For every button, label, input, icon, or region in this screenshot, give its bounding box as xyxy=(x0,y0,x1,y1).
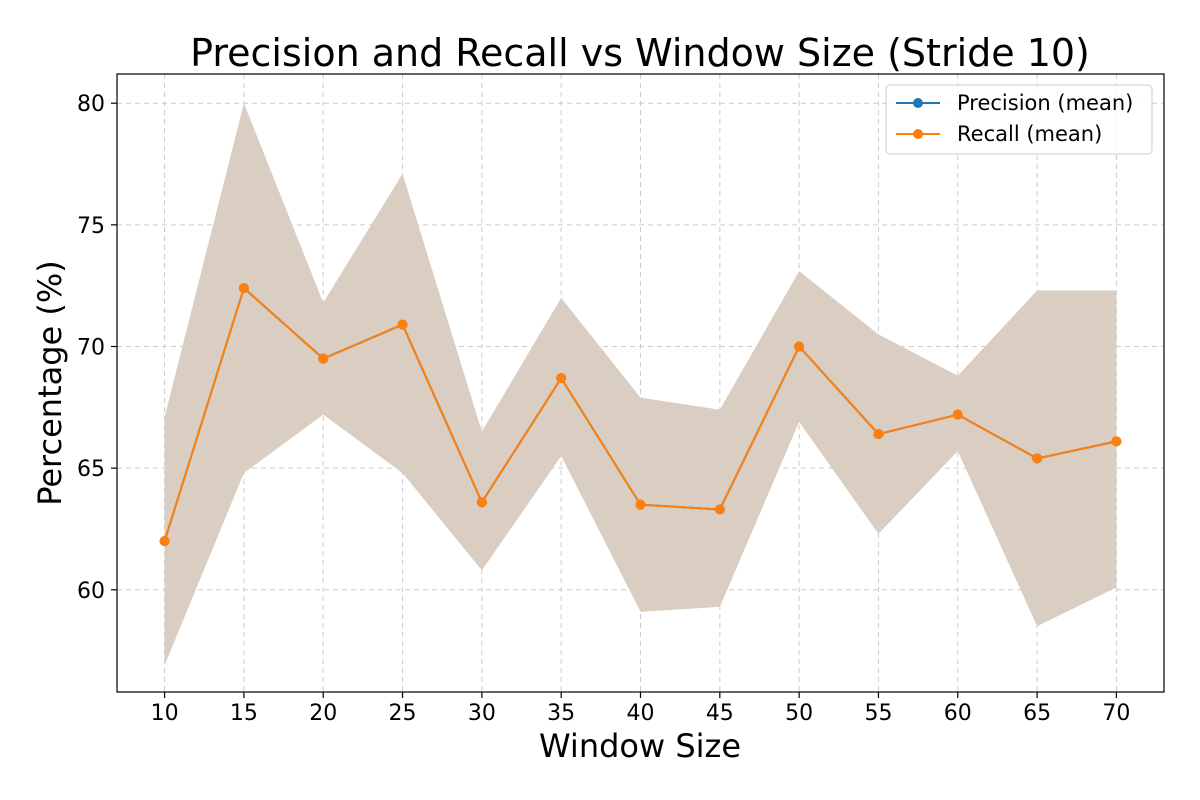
recall-point xyxy=(635,499,646,510)
series-lines xyxy=(159,283,1122,547)
x-tick-label: 50 xyxy=(785,701,813,726)
x-tick-label: 45 xyxy=(706,701,734,726)
x-tick-label: 30 xyxy=(468,701,496,726)
x-tick-label: 65 xyxy=(1023,701,1051,726)
legend: Precision (mean) Recall (mean) xyxy=(885,84,1153,155)
x-tick-label: 55 xyxy=(864,701,892,726)
recall-point xyxy=(873,429,884,440)
recall-point xyxy=(1032,453,1043,464)
recall-point xyxy=(159,536,170,547)
y-tick-label: 65 xyxy=(77,457,105,482)
recall-point xyxy=(952,409,963,420)
recall-point xyxy=(318,353,329,364)
x-axis-title: Window Size xyxy=(539,727,741,765)
x-tick-label: 10 xyxy=(151,701,179,726)
recall-point xyxy=(794,341,805,352)
x-tick-label: 60 xyxy=(944,701,972,726)
recall-point xyxy=(556,373,567,384)
legend-recall-label: Recall (mean) xyxy=(957,122,1102,146)
plot-frame xyxy=(116,73,1165,693)
legend-precision-label: Precision (mean) xyxy=(957,91,1133,115)
recall-point xyxy=(238,283,249,294)
axis-ticks: 10 15 20 25 30 35 40 45 50 55 60 65 70 60 65 70 75 80 xyxy=(77,92,1130,726)
y-tick-label: 60 xyxy=(77,579,105,604)
std-band xyxy=(164,103,1117,666)
recall-point xyxy=(476,497,487,508)
legend-precision-marker xyxy=(913,98,923,108)
x-tick-label: 35 xyxy=(547,701,575,726)
recall-point xyxy=(1111,436,1122,447)
recall-point xyxy=(397,319,408,330)
recall-point xyxy=(714,504,725,515)
legend-box xyxy=(885,84,1153,155)
chart-title: Precision and Recall vs Window Size (Str… xyxy=(190,31,1090,75)
legend-recall-marker xyxy=(913,129,923,139)
x-tick-label: 15 xyxy=(230,701,258,726)
x-tick-label: 20 xyxy=(309,701,337,726)
y-tick-label: 80 xyxy=(77,92,105,117)
y-tick-label: 70 xyxy=(77,336,105,361)
y-tick-label: 75 xyxy=(77,214,105,239)
std-bands xyxy=(164,103,1117,666)
x-tick-label: 25 xyxy=(389,701,417,726)
y-axis-title: Percentage (%) xyxy=(31,260,69,506)
x-tick-label: 70 xyxy=(1102,701,1130,726)
x-tick-label: 40 xyxy=(627,701,655,726)
